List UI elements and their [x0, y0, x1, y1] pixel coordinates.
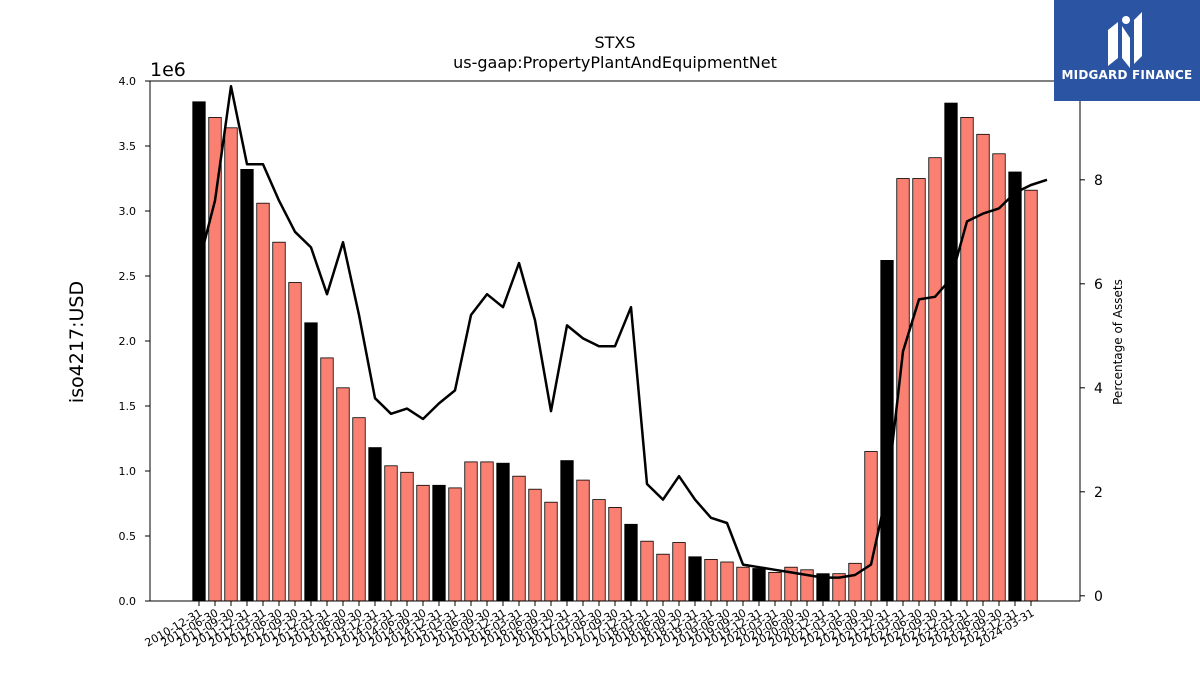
y-left-tick-label: 2.5 — [119, 270, 137, 283]
bar — [592, 499, 606, 602]
bar — [928, 157, 942, 602]
bar — [512, 475, 526, 602]
bar — [320, 357, 334, 602]
bar — [480, 461, 494, 602]
bar — [576, 479, 590, 602]
bar — [368, 447, 382, 602]
midgard-logo: MIDGARD FINANCE — [1054, 0, 1200, 101]
bar — [304, 322, 318, 602]
y-left-tick-label: 2.0 — [119, 335, 137, 348]
bar — [272, 241, 286, 602]
bar — [752, 568, 766, 602]
bar — [432, 484, 446, 602]
bar — [624, 523, 638, 602]
bar — [688, 556, 702, 602]
bar — [880, 259, 894, 602]
bar — [912, 178, 926, 602]
bar — [240, 168, 254, 602]
bar — [992, 153, 1006, 602]
bar — [672, 542, 686, 602]
bar — [224, 127, 238, 602]
y-axis-right-label: Percentage of Assets — [1111, 279, 1125, 405]
bar — [400, 471, 414, 602]
bar — [336, 387, 350, 602]
y-left-tick-label: 1.0 — [119, 465, 137, 478]
y-right-tick-label: 8 — [1094, 173, 1103, 189]
percentage-line — [197, 84, 1048, 579]
bar — [864, 451, 878, 602]
bar — [976, 133, 990, 602]
y-left-tick-label: 0.0 — [119, 595, 137, 608]
y-axis-left-label: iso4217:USD — [66, 281, 88, 403]
y-right-tick-label: 2 — [1094, 485, 1103, 501]
bar — [1008, 171, 1022, 602]
y-right-tick-label: 6 — [1094, 277, 1103, 293]
y-left-tick-label: 3.5 — [119, 140, 137, 153]
bar — [352, 417, 366, 602]
chart-subtitle: us-gaap:PropertyPlantAndEquipmentNet — [453, 53, 777, 72]
bar — [560, 460, 574, 602]
bar — [496, 462, 510, 602]
y-left-tick-label: 3.0 — [119, 205, 137, 218]
bar — [768, 572, 782, 602]
bar — [384, 465, 398, 602]
bar — [608, 506, 622, 602]
bar — [736, 566, 750, 602]
midgard-logo-icon — [1108, 12, 1142, 68]
bar — [448, 487, 462, 602]
percentage-line-series — [197, 84, 1048, 579]
bar — [656, 553, 670, 602]
bar — [256, 202, 270, 602]
y-offset-label: 1e6 — [150, 59, 186, 81]
bar — [464, 461, 478, 602]
axes: 0.00.51.01.52.02.53.03.54.0024682010-12-… — [119, 75, 1104, 650]
y-left-tick-label: 0.5 — [119, 530, 137, 543]
bar-series — [192, 101, 1038, 602]
bar — [1024, 189, 1038, 602]
y-right-tick-label: 0 — [1094, 589, 1103, 605]
bar — [528, 488, 542, 602]
bar — [640, 540, 654, 602]
bar — [960, 117, 974, 602]
logo-text: MIDGARD FINANCE — [1061, 68, 1193, 82]
chart-title: STXS — [594, 33, 635, 52]
bar — [544, 501, 558, 602]
y-right-tick-label: 4 — [1094, 381, 1103, 397]
bar — [416, 484, 430, 602]
bar — [208, 117, 222, 602]
bar — [848, 562, 862, 602]
bar — [192, 101, 206, 602]
bar — [720, 561, 734, 602]
y-left-tick-label: 1.5 — [119, 400, 137, 413]
bar — [288, 282, 302, 602]
y-left-tick-label: 4.0 — [119, 75, 137, 88]
bar — [944, 102, 958, 602]
bar — [704, 559, 718, 602]
